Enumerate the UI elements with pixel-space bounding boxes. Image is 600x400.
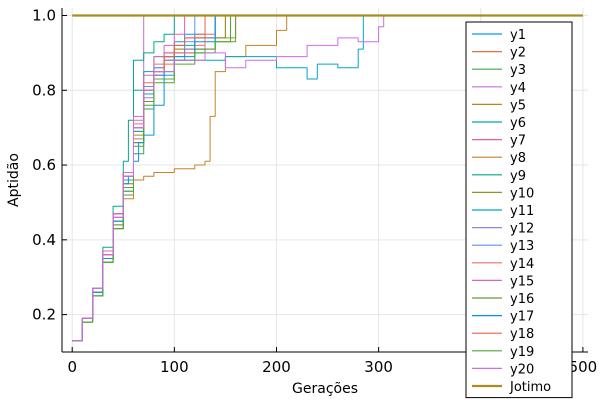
y-axis-label: Aptidão (6, 153, 22, 207)
legend-label: y17 (510, 310, 534, 325)
legend-label: y15 (510, 274, 534, 289)
legend-label: y11 (510, 204, 534, 219)
y-tick-label: 0.6 (32, 156, 56, 174)
legend-label: y18 (510, 327, 534, 342)
legend-label: y6 (510, 116, 526, 131)
legend-label: y1 (510, 28, 526, 43)
x-tick-label: 300 (364, 358, 393, 376)
y-tick-label: 1.0 (32, 6, 56, 24)
legend-label: y8 (510, 151, 526, 166)
x-tick-label: 200 (262, 358, 291, 376)
legend: y1 y2 y3 y4 y5 y6 y7 y8 y9 y10 y11 y12 y13 y14 y15 y16 y… (465, 21, 573, 399)
legend-label: y7 (510, 134, 526, 149)
series-line-y17 (72, 15, 583, 342)
legend-label: Jotimo (509, 380, 551, 395)
legend-label: y16 (510, 292, 534, 307)
legend-label: y13 (510, 239, 534, 254)
y-tick-label: 0.2 (32, 306, 56, 324)
series-lines (72, 14, 583, 342)
x-tick-label: 500 (569, 358, 598, 376)
legend-label: y14 (510, 257, 534, 272)
x-tick-label: 0 (67, 358, 77, 376)
legend-label: y10 (510, 186, 534, 201)
y-tick-label: 0.4 (32, 231, 56, 249)
y-axis-ticks: 0.2 0.4 0.6 0.8 1.0 (32, 6, 67, 324)
x-axis-label: Gerações (292, 381, 358, 397)
legend-label: y20 (510, 362, 534, 377)
legend-label: y5 (510, 98, 526, 113)
legend-label: y12 (510, 222, 534, 237)
legend-label: y4 (510, 81, 526, 96)
x-tick-label: 100 (160, 358, 189, 376)
legend-label: y9 (510, 169, 526, 184)
series-line-y20 (72, 15, 583, 342)
legend-label: y3 (510, 63, 526, 78)
legend-label: y19 (510, 345, 534, 360)
legend-label: y2 (510, 46, 526, 61)
y-tick-label: 0.8 (32, 81, 56, 99)
